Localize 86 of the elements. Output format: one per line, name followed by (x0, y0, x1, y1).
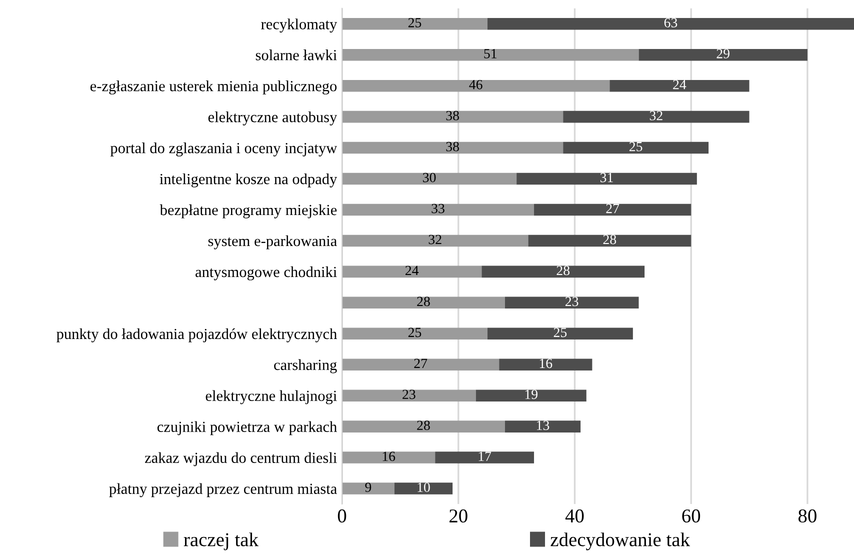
x-tick-label: 60 (682, 509, 700, 523)
data-label: 29 (716, 49, 730, 58)
x-tick-label: 20 (450, 509, 468, 523)
legend-label: zdecydowanie tak (550, 532, 690, 550)
bar (516, 172, 697, 185)
bar (528, 234, 692, 247)
bar (563, 110, 750, 123)
data-label: 51 (484, 49, 496, 58)
bar (342, 420, 505, 432)
y-tick-label: portal do zglaszania i oceny incjatyw (110, 142, 338, 156)
legend-label: raczej tak (184, 532, 258, 550)
bar (342, 142, 564, 154)
bar (342, 358, 500, 370)
x-tick-label: 80 (798, 509, 816, 523)
data-label: 25 (554, 328, 567, 338)
y-tick-label: zakaz wjazdu do centrum diesli (144, 452, 337, 466)
y-tick-label: czujniki powietrza w parkach (157, 421, 337, 436)
data-label: 16 (540, 358, 552, 368)
data-label: 32 (428, 234, 442, 244)
y-tick-label: bezpłatne programy miejskie (160, 204, 337, 218)
data-label: 17 (478, 452, 492, 461)
data-label: 28 (556, 266, 570, 276)
y-tick-label: antysmogowe chodniki (196, 266, 337, 280)
bar (638, 48, 808, 61)
bar (563, 142, 709, 154)
y-tick-label: punkty do ładowania pojazdów elektrycznych (56, 328, 337, 342)
data-label: 24 (673, 80, 686, 90)
bar (342, 204, 534, 216)
data-label: 25 (408, 18, 422, 28)
y-tick-label: elektryczne autobusy (208, 112, 338, 126)
bar (499, 358, 592, 370)
y-tick-label: płatny przejazd przez centrum miasta (109, 483, 337, 498)
data-label: 28 (417, 420, 430, 430)
y-tick-label: solarne ławki (256, 50, 337, 60)
bar (342, 452, 436, 464)
bar (394, 482, 453, 494)
x-tick-label: 0 (338, 509, 346, 523)
data-label: 9 (365, 482, 372, 492)
bar (487, 18, 854, 30)
bar (504, 420, 581, 432)
bar (610, 80, 750, 92)
data-label: 19 (525, 390, 538, 400)
data-label: 38 (446, 142, 459, 152)
bar (342, 110, 564, 123)
bar (342, 172, 517, 185)
bar (342, 482, 394, 494)
y-tick-label: carsharing (274, 359, 337, 374)
data-label: 25 (629, 142, 642, 152)
x-tick-label: 40 (565, 509, 584, 523)
bar (342, 328, 488, 340)
data-label: 38 (446, 110, 459, 120)
data-label: 13 (537, 420, 550, 430)
bar (487, 328, 633, 340)
data-label: 28 (603, 234, 616, 244)
y-tick-label: system e-parkowania (208, 235, 337, 250)
data-label: 63 (664, 18, 678, 28)
data-label: 23 (566, 296, 578, 306)
bar (342, 296, 505, 309)
bar (342, 18, 488, 30)
data-label: 23 (402, 390, 416, 400)
data-label: 16 (382, 452, 396, 462)
y-tick-label: inteligentne kosze na odpady (160, 173, 338, 188)
data-label: 10 (418, 482, 430, 492)
bar (504, 296, 639, 309)
y-tick-label: recyklomaty (261, 18, 338, 32)
data-label: 31 (600, 172, 613, 182)
bar (342, 48, 639, 61)
bar (435, 452, 534, 464)
data-label: 32 (650, 110, 662, 120)
data-label: 30 (423, 172, 436, 182)
data-label: 33 (432, 204, 444, 214)
bar (342, 80, 610, 92)
bar (534, 204, 692, 216)
bar (342, 234, 528, 247)
y-tick-label: elektryczne hulajnogi (206, 390, 337, 404)
bar (476, 390, 586, 402)
data-label: 27 (606, 204, 620, 214)
data-label: 27 (414, 358, 428, 368)
data-label: 46 (469, 80, 482, 90)
data-label: 28 (417, 296, 430, 306)
y-tick-label: e-zgłaszanie usterek mienia publicznego (90, 80, 337, 94)
bar (342, 266, 482, 278)
data-label: 24 (406, 266, 419, 276)
bar (482, 266, 645, 278)
data-label: 25 (408, 328, 422, 338)
bar (342, 390, 476, 402)
